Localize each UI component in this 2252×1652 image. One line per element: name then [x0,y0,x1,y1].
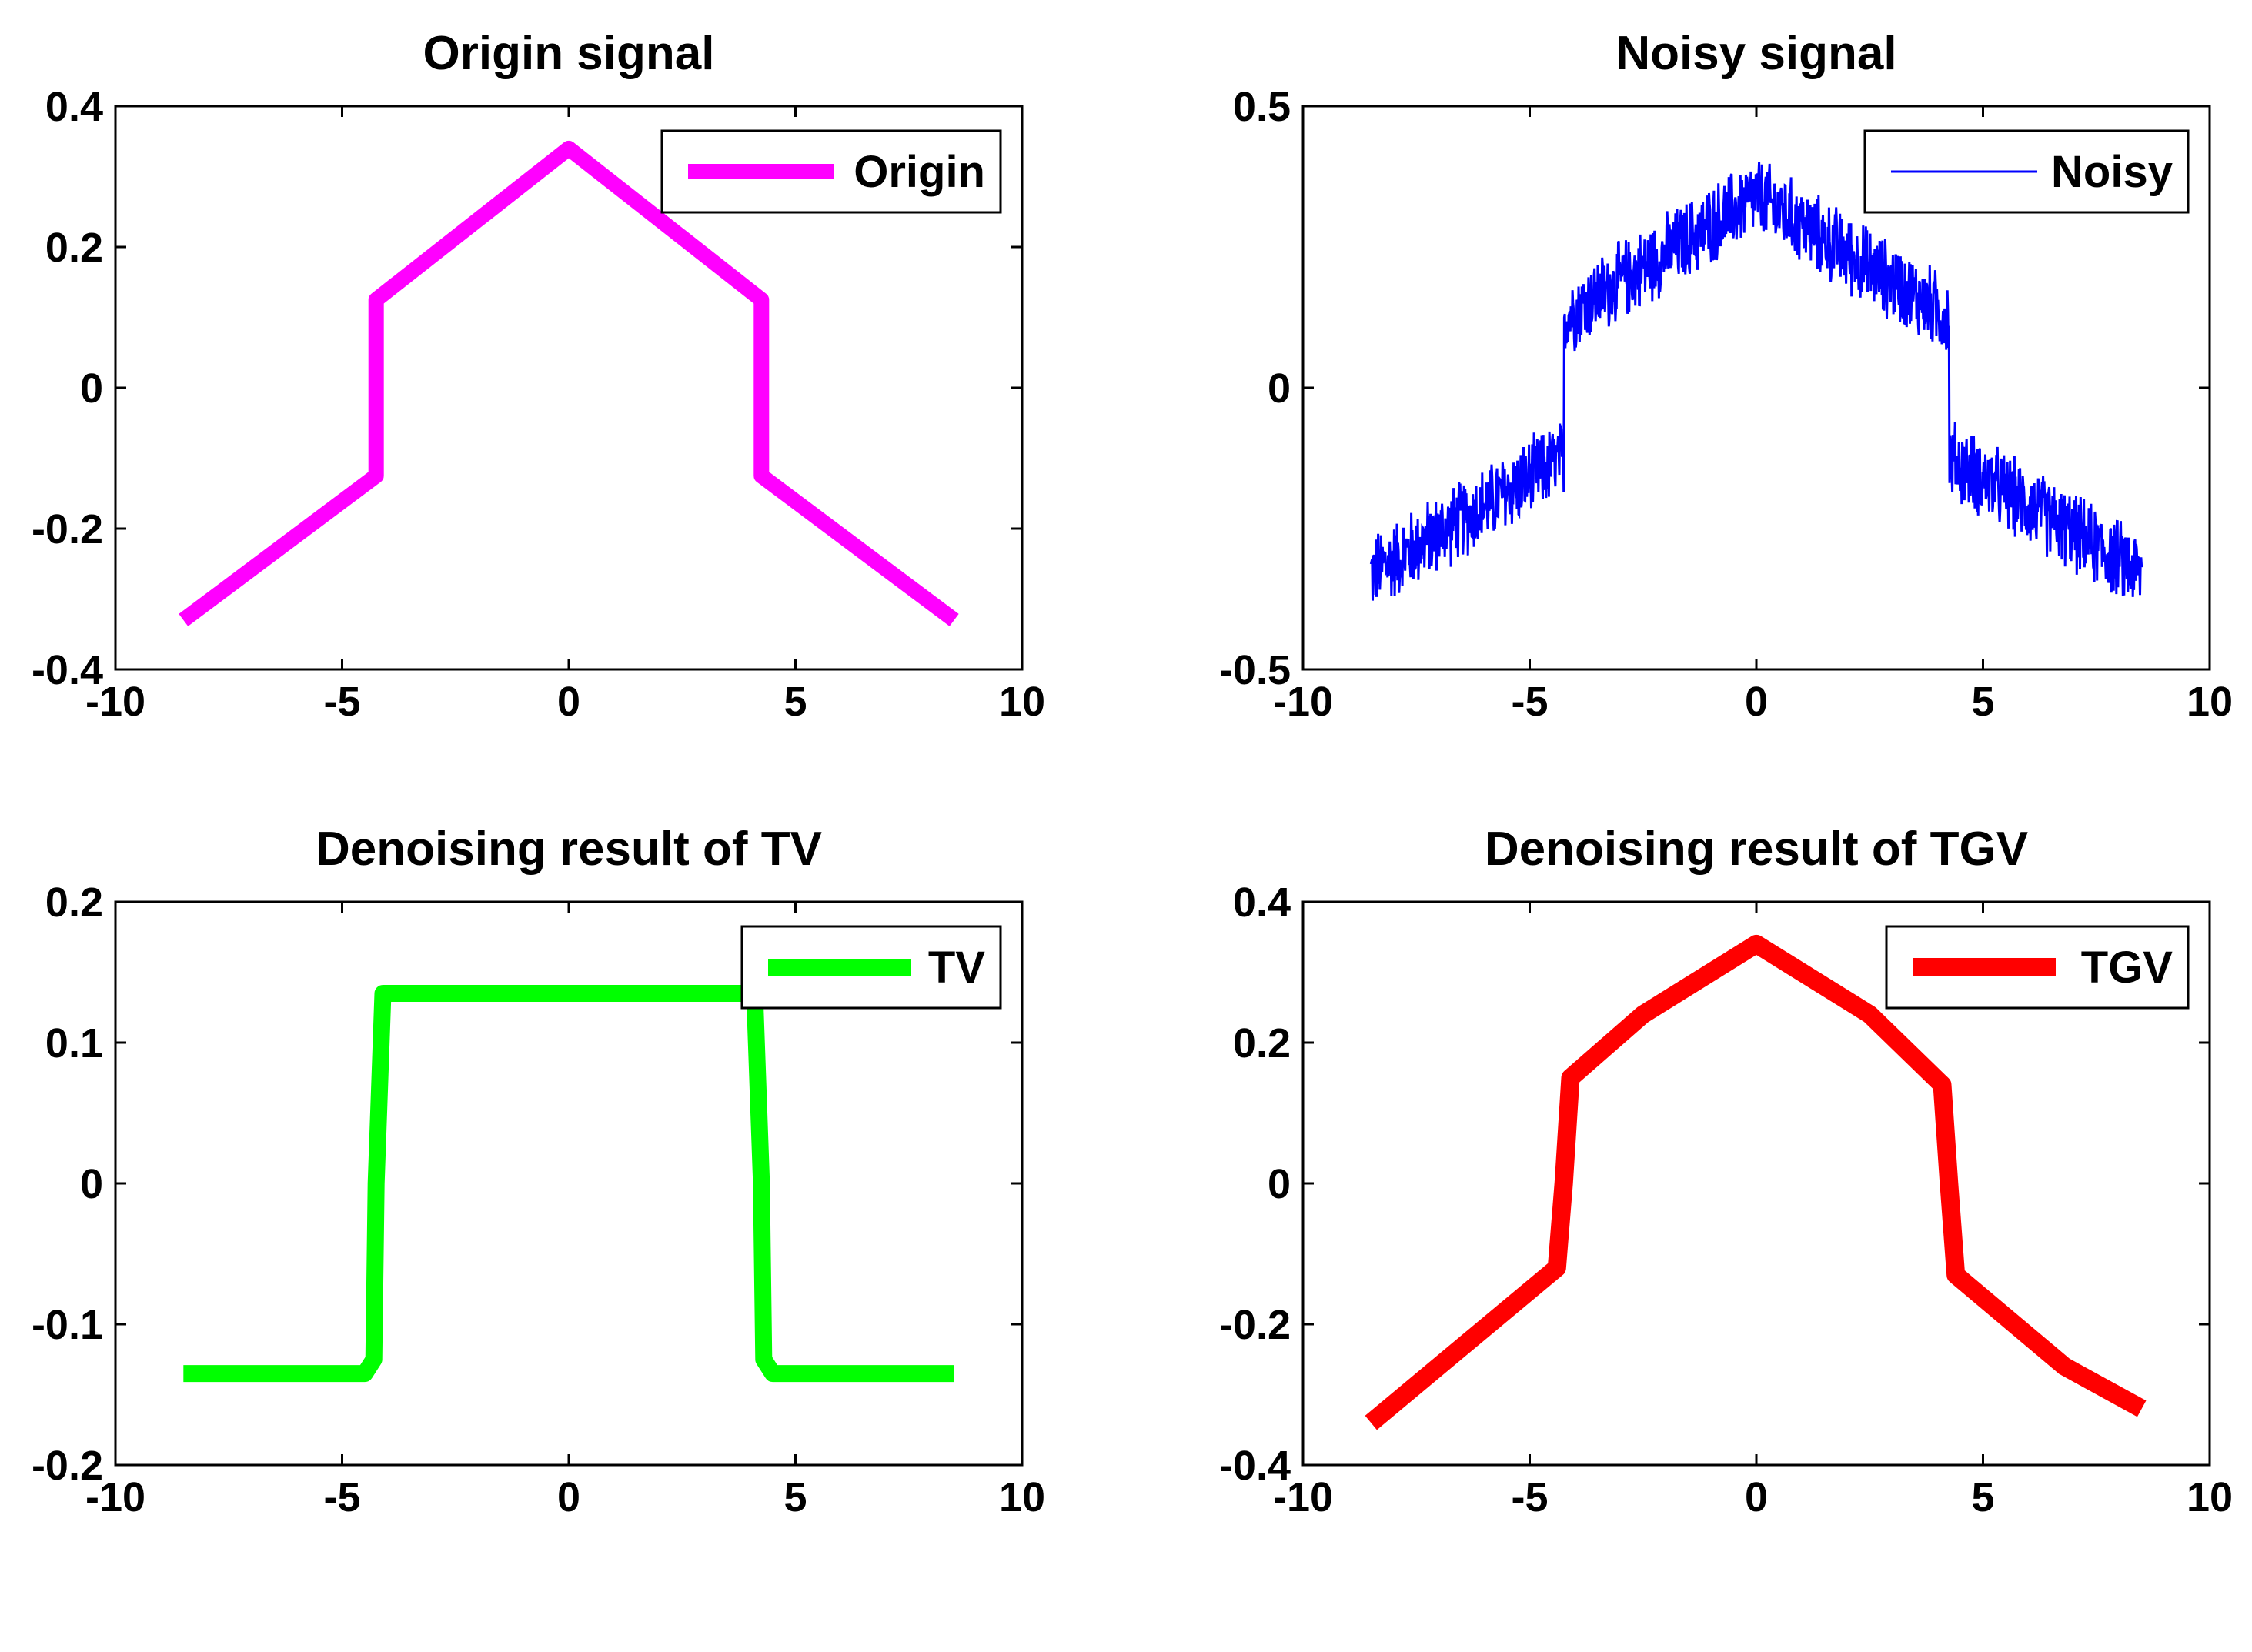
x-tick-label: 0 [557,679,580,725]
x-tick-label: -5 [1511,679,1548,725]
legend: TGV [1885,925,2190,1010]
x-tick-label: -5 [323,679,360,725]
y-tick-label: 0.2 [45,879,103,926]
series-line-tv [183,985,954,1383]
x-tick-label: -5 [1511,1474,1548,1520]
series-line-tgv [1365,934,2147,1430]
y-tick-label: 0.4 [1233,879,1291,926]
series-line-origin [179,140,959,626]
x-tick-label: 0 [1745,1474,1768,1520]
x-tick-label: -10 [1273,679,1333,725]
y-tick-label: 0.4 [45,84,103,130]
y-tick-label: 0 [80,1161,103,1207]
y-tick-label: 0 [1268,1161,1291,1207]
chart-panel-1: Noisy signal -10 -5 0 5 10 -0.5 0 0.5 Noisy [1219,27,2233,725]
y-tick-label: 0 [1268,365,1291,412]
chart-title: Denoising result of TGV [1485,823,2028,876]
y-tick-label: -0.2 [32,1443,103,1489]
legend: TV [740,925,1002,1010]
x-tick-label: 5 [1971,679,1994,725]
x-tick-label: 5 [784,679,807,725]
legend-label: Noisy [2051,147,2173,197]
x-tick-label: 10 [999,679,1045,725]
legend: Origin [660,129,1002,214]
y-tick-label: 0.2 [1233,1020,1291,1066]
y-tick-label: -0.1 [32,1302,103,1348]
y-tick-label: -0.2 [32,506,103,552]
chart-title: Denoising result of TV [316,823,822,876]
x-tick-label: -10 [85,1474,145,1520]
series-line-noisy [1369,162,2143,601]
y-tick-label: -0.4 [32,647,103,693]
x-tick-label: 10 [2187,1474,2233,1520]
legend-label: Origin [854,147,985,197]
chart-title: Noisy signal [1615,27,1896,80]
y-tick-label: 0.5 [1233,84,1291,130]
y-tick-label: 0.1 [45,1020,103,1066]
y-tick-label: 0 [80,365,103,412]
legend-label: TGV [2081,943,2173,993]
chart-panel-0: Origin signal -10 -5 0 5 10 -0.4 -0.2 0 0.2 0.4 Ori… [32,27,1045,725]
y-tick-label: -0.5 [1219,647,1291,693]
x-tick-label: 10 [999,1474,1045,1520]
chart-title: Origin signal [423,27,715,80]
x-tick-label: -10 [1273,1474,1333,1520]
x-tick-label: -10 [85,679,145,725]
legend-label: TV [928,943,985,993]
x-tick-label: 10 [2187,679,2233,725]
y-tick-label: -0.2 [1219,1302,1291,1348]
x-tick-label: 5 [784,1474,807,1520]
x-tick-label: 0 [1745,679,1768,725]
chart-panel-3: Denoising result of TGV -10 -5 0 5 10 -0.4 -0.2… [1219,823,2233,1520]
x-tick-label: 0 [557,1474,580,1520]
x-tick-label: 5 [1971,1474,1994,1520]
legend: Noisy [1863,129,2190,214]
y-tick-label: -0.4 [1219,1443,1291,1489]
chart-panel-2: Denoising result of TV -10 -5 0 5 10 -0.2 -0.1 0… [32,823,1045,1520]
y-tick-label: 0.2 [45,225,103,271]
x-tick-label: -5 [323,1474,360,1520]
